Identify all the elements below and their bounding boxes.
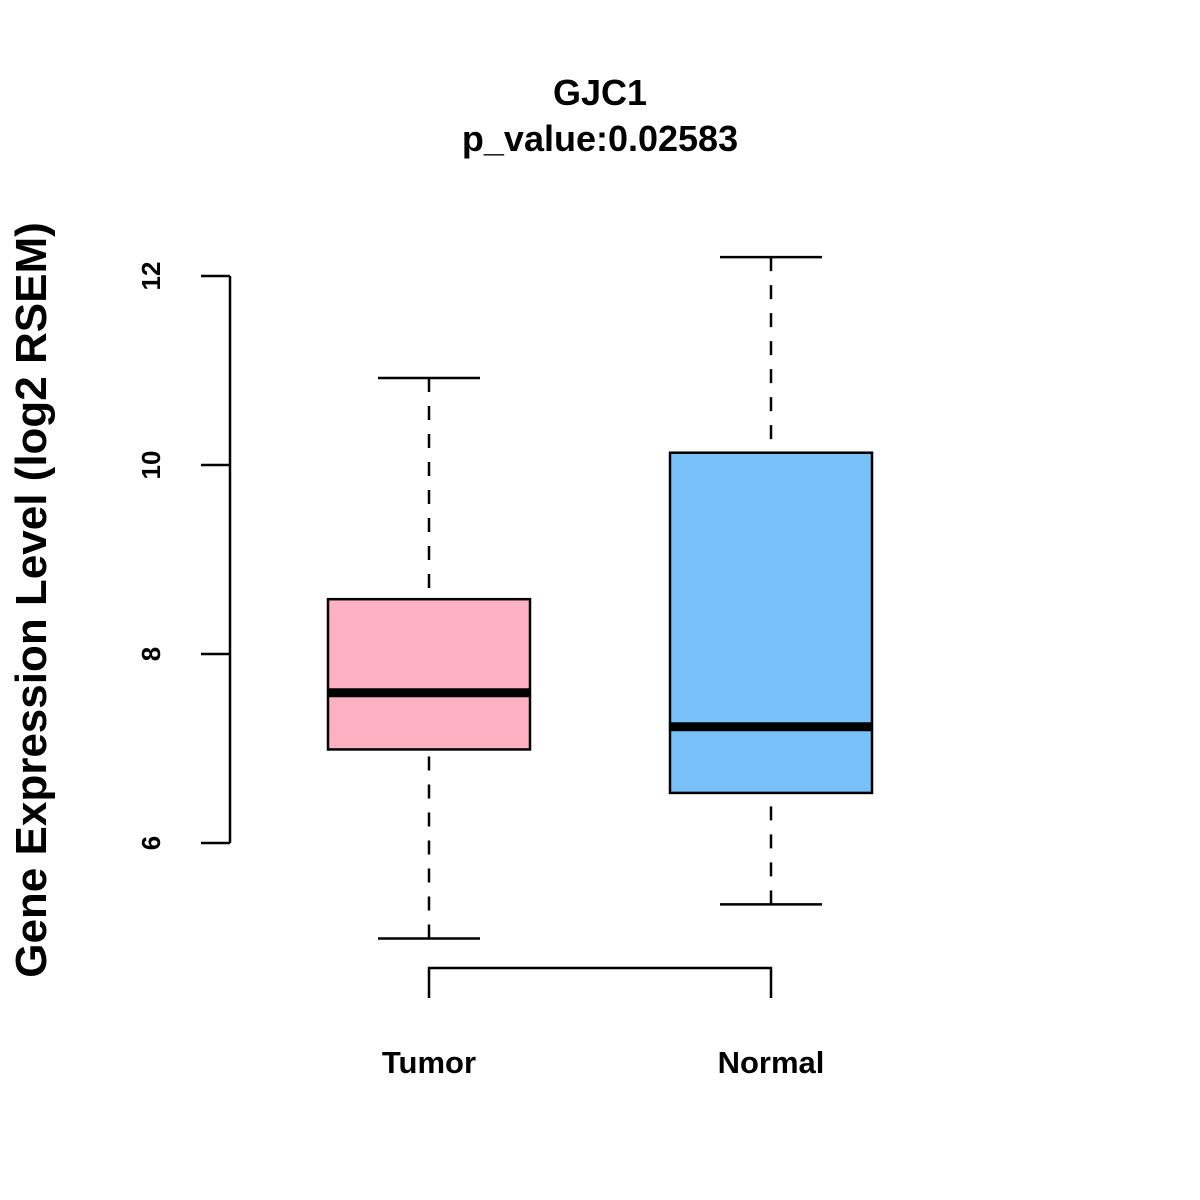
x-axis-labels: Tumor Normal [382, 1045, 824, 1080]
y-tick-label: 6 [136, 836, 166, 850]
y-tick-label: 8 [136, 647, 166, 661]
chart-subtitle: p_value:0.02583 [462, 118, 738, 159]
y-tick-label: 12 [136, 262, 166, 291]
significance-bracket [427, 966, 773, 998]
comparison-bracket [427, 966, 773, 998]
box-normal [668, 255, 874, 906]
iqr-box [326, 597, 532, 751]
y-axis: 6 8 10 12 [136, 262, 232, 850]
y-axis-label: Gene Expression Level (log2 RSEM) [7, 222, 56, 978]
iqr-box [668, 451, 874, 795]
chart-title: GJC1 [553, 72, 647, 113]
x-category-label-tumor: Tumor [382, 1045, 476, 1080]
box-tumor [326, 376, 532, 940]
y-tick-label: 10 [136, 451, 166, 480]
x-category-label-normal: Normal [718, 1045, 825, 1080]
boxes-group [326, 255, 874, 940]
